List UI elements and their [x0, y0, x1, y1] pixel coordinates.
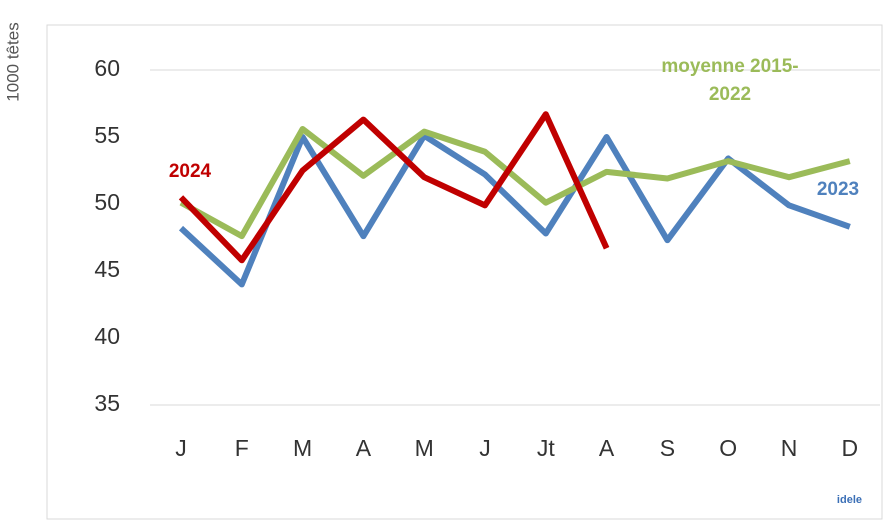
y-tick-label: 45 [94, 256, 120, 282]
x-tick-label: M [415, 435, 434, 461]
x-tick-label: A [356, 435, 372, 461]
series-line [178, 111, 610, 264]
chart-frame [46, 24, 883, 520]
x-tick-label: A [599, 435, 615, 461]
series-line [179, 125, 851, 240]
logo: idele [837, 494, 862, 506]
x-tick-label: F [235, 435, 249, 461]
x-tick-label: M [293, 435, 312, 461]
y-tick-label: 35 [94, 390, 120, 416]
y-tick-label: 60 [94, 55, 120, 81]
x-tick-label: N [781, 435, 798, 461]
x-tick-label: J [479, 435, 491, 461]
y-tick-label: 40 [94, 323, 120, 349]
x-tick-label: O [719, 435, 737, 461]
series-label: 2023 [816, 179, 860, 200]
y-tick-label: 50 [94, 189, 120, 215]
x-tick-label: J [175, 435, 187, 461]
series-label: moyenne 2015-2022 [661, 56, 799, 105]
x-tick-label: D [841, 435, 858, 461]
x-tick-label: Jt [537, 435, 556, 461]
x-tick-label: S [660, 435, 675, 461]
y-axis-label: 1000 têtes [3, 22, 22, 101]
y-tick-label: 55 [94, 122, 120, 148]
series-label: 2024 [168, 161, 212, 182]
